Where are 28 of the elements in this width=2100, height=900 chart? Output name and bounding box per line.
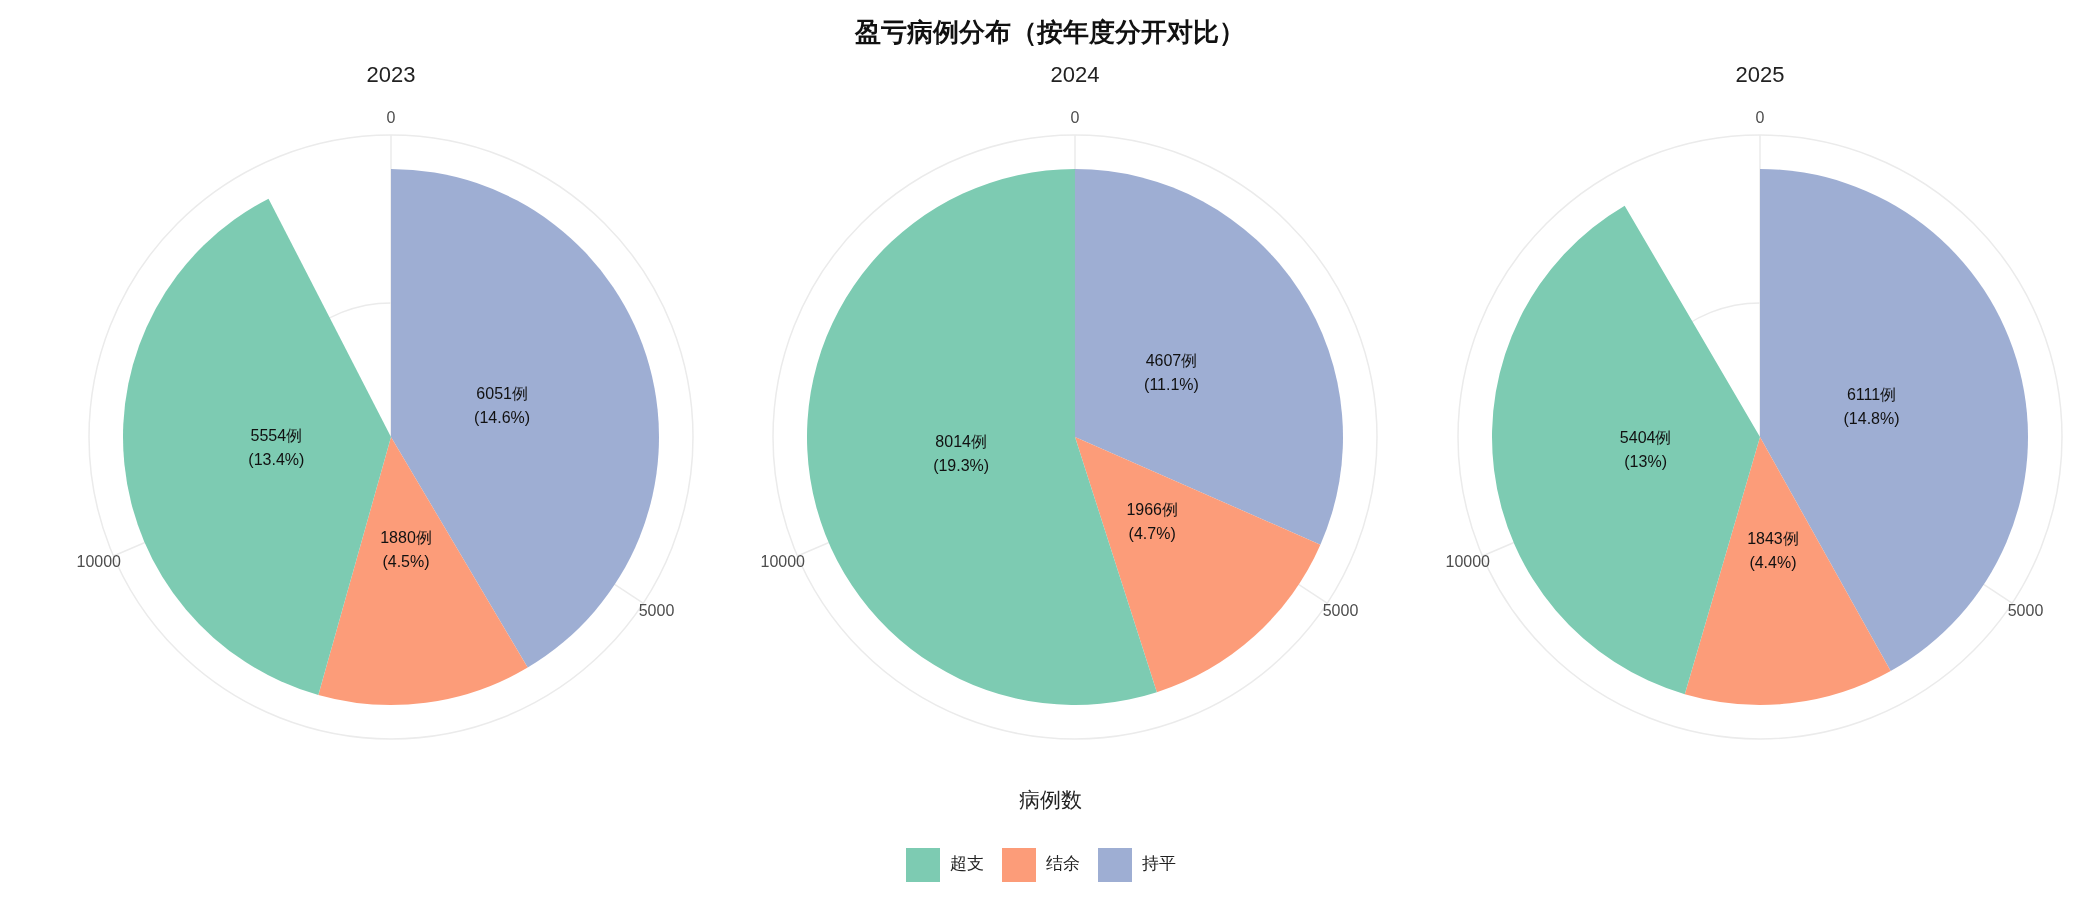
data-label: 6111例 (14.8%) — [1843, 386, 1900, 428]
data-label: 1843例 (4.4%) — [1747, 529, 1799, 571]
text: 0 — [1755, 109, 1765, 127]
legend-label: 结余 — [1046, 854, 1080, 874]
chart-title: 2024 — [1050, 62, 1100, 87]
text: 10000 — [76, 552, 122, 570]
text: 5000 — [638, 602, 675, 620]
text: 5000 — [2007, 602, 2044, 620]
text: 5000 — [1322, 602, 1359, 620]
text: 10000 — [1445, 552, 1491, 570]
text: 0 — [1070, 109, 1080, 127]
data-label: 5404例 (13%) — [1619, 429, 1672, 471]
chart-title: 2023 — [366, 62, 416, 87]
text: 10000 — [760, 552, 806, 570]
pie-slice — [1075, 169, 1343, 545]
data-label: 4607例 (11.1%) — [1144, 352, 1199, 394]
legend-label: 持平 — [1142, 854, 1176, 874]
data-label: 1966例 (4.7%) — [1126, 500, 1178, 542]
data-label: 6051例 (14.6%) — [474, 384, 531, 426]
data-label: 8014例 (19.3%) — [933, 433, 990, 475]
text: 盈亏病例分布（按年度分开对比） — [854, 16, 1245, 47]
legend-label: 超支 — [950, 854, 984, 874]
data-label: 1880例 (4.5%) — [380, 529, 432, 571]
legend-title: 病例数 — [1018, 787, 1082, 811]
data-label: 5554例 (13.4%) — [248, 426, 305, 468]
pie-slice — [1075, 437, 1321, 693]
chart-title: 2025 — [1735, 62, 1785, 87]
text: 0 — [386, 109, 396, 127]
